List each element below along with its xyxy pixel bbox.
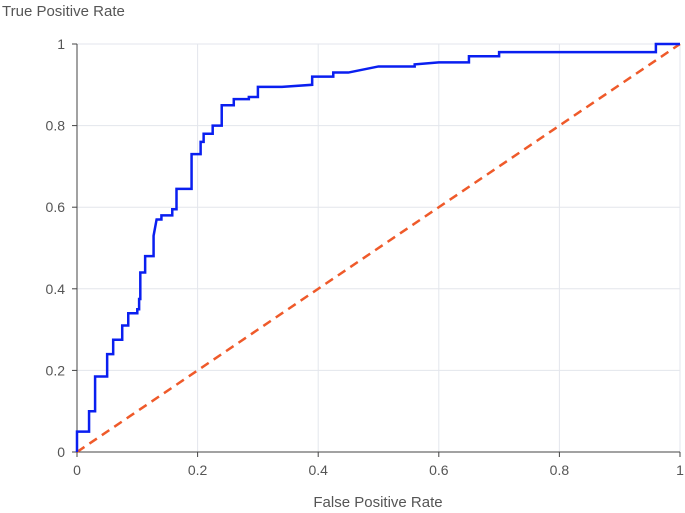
x-tick-label: 0.2	[188, 462, 208, 478]
y-axis-title: True Positive Rate	[2, 3, 125, 20]
axes	[72, 43, 681, 457]
y-tick-label: 0.2	[46, 362, 66, 378]
x-tick-label: 0.6	[429, 462, 449, 478]
series	[75, 42, 681, 454]
y-tick-label: 0	[57, 444, 65, 460]
chance-line	[76, 42, 681, 454]
y-tick-label: 1	[57, 36, 65, 52]
x-tick-label: 0.8	[550, 462, 570, 478]
x-axis-title: False Positive Rate	[313, 494, 442, 511]
tick-labels: 0 0.2 0.4 0.6 0.8 1 0 0.2 0.4 0.6 0.8 1	[46, 36, 685, 478]
y-tick-label: 0.8	[46, 118, 66, 134]
x-tick-label: 0.4	[308, 462, 328, 478]
x-tick-label: 0	[73, 462, 81, 478]
x-tick-label: 1	[676, 462, 684, 478]
y-tick-label: 0.4	[46, 281, 66, 297]
y-tick-label: 0.6	[46, 199, 66, 215]
grid	[77, 43, 681, 452]
roc-curve	[75, 42, 680, 452]
